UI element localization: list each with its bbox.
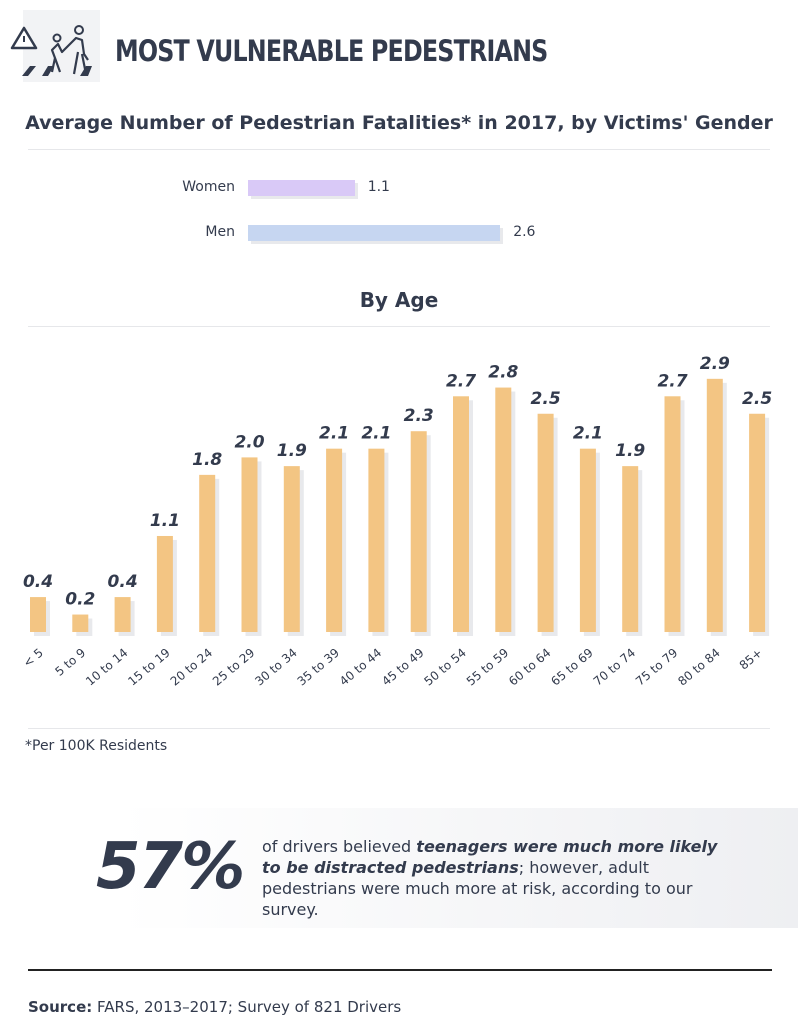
age-bar xyxy=(241,457,258,632)
x-tick-label: 25 to 29 xyxy=(210,646,257,689)
callout-text-pre: of drivers believed xyxy=(262,837,417,856)
x-tick-label: 35 to 39 xyxy=(295,646,342,689)
source-divider xyxy=(28,969,772,971)
divider xyxy=(28,326,770,327)
x-tick-label: 60 to 64 xyxy=(506,646,553,689)
data-label: 2.1 xyxy=(361,424,391,444)
x-tick-label: 40 to 44 xyxy=(337,646,384,689)
data-label: 0.4 xyxy=(23,572,53,592)
data-label: 1.1 xyxy=(150,511,180,531)
age-bar xyxy=(706,378,723,632)
pedestrian-crossing-warning-icon xyxy=(10,10,100,82)
age-bar xyxy=(283,466,300,632)
x-tick-label: 20 to 24 xyxy=(168,646,215,689)
gender-label: Men xyxy=(205,224,235,240)
gender-bar xyxy=(248,225,501,241)
x-tick-label: 30 to 34 xyxy=(252,646,299,689)
x-tick-label: 10 to 14 xyxy=(83,646,130,689)
divider xyxy=(28,728,770,729)
source-label: Source: xyxy=(28,998,93,1016)
x-tick-label: 80 to 84 xyxy=(675,646,722,689)
gender-chart-title: Average Number of Pedestrian Fatalities*… xyxy=(25,112,773,134)
x-tick-label: < 5 xyxy=(20,646,45,671)
data-label: 2.9 xyxy=(700,354,730,374)
age-bar xyxy=(664,396,681,632)
data-label: 2.1 xyxy=(573,424,603,444)
age-chart-title: By Age xyxy=(359,288,439,312)
source-text: FARS, 2013–2017; Survey of 821 Drivers xyxy=(92,998,402,1016)
data-label: 2.7 xyxy=(657,371,687,391)
page-title: MOST VULNERABLE PEDESTRIANS xyxy=(115,34,548,68)
data-label: 2.1 xyxy=(319,424,349,444)
data-label: 2.5 xyxy=(742,389,772,409)
age-bar xyxy=(537,413,554,632)
age-bar xyxy=(410,431,427,632)
x-tick-label: 75 to 79 xyxy=(633,646,680,689)
age-bar xyxy=(453,396,469,632)
x-tick-label: 85+ xyxy=(737,646,765,673)
x-tick-label: 5 to 9 xyxy=(52,646,88,679)
gender-label: Women xyxy=(182,179,235,195)
x-tick-label: 50 to 54 xyxy=(421,646,468,689)
x-tick-label: 15 to 19 xyxy=(125,646,172,689)
data-label: 2.8 xyxy=(488,363,518,383)
age-bar xyxy=(72,614,89,632)
callout-text-post: ; however, adult pedestrians were much m… xyxy=(262,858,693,919)
age-bar xyxy=(326,448,343,632)
age-bar xyxy=(579,448,596,632)
callout-stat: 57% xyxy=(96,830,245,904)
age-bar xyxy=(749,413,766,632)
source-line: Source: FARS, 2013–2017; Survey of 821 D… xyxy=(28,998,401,1016)
data-label: 2.7 xyxy=(446,371,476,391)
age-bar xyxy=(156,535,173,632)
age-bar-chart: 0.4 < 5 0.2 5 to 9 0.4 10 to 14 1.1 15 to 19 1.8… xyxy=(20,354,772,689)
gender-value: 2.6 xyxy=(513,224,536,240)
x-tick-label: 70 to 74 xyxy=(591,646,638,689)
callout-box xyxy=(120,808,798,928)
footnote: *Per 100K Residents xyxy=(25,738,168,754)
data-label: 0.2 xyxy=(65,590,95,610)
divider xyxy=(28,149,770,150)
age-bar xyxy=(114,597,131,632)
gender-value: 1.1 xyxy=(367,179,390,195)
data-label: 1.8 xyxy=(192,450,222,470)
callout-text-bold: teenagers were much more likely to be di… xyxy=(262,837,718,877)
data-label: 2.5 xyxy=(531,389,561,409)
data-label: 1.9 xyxy=(277,441,307,461)
age-bar xyxy=(199,474,216,632)
x-tick-label: 45 to 49 xyxy=(379,646,426,689)
callout-text: of drivers believed teenagers were much … xyxy=(262,836,732,920)
data-label: 2.3 xyxy=(404,406,434,426)
data-label: 1.9 xyxy=(615,441,645,461)
x-tick-label: 55 to 59 xyxy=(464,646,511,689)
age-bar xyxy=(622,466,639,632)
age-bar xyxy=(368,448,385,632)
data-label: 2.0 xyxy=(234,432,264,452)
x-tick-label: 65 to 69 xyxy=(548,646,595,689)
age-bar xyxy=(495,387,512,632)
data-label: 0.4 xyxy=(108,572,138,592)
gender-bar xyxy=(248,180,355,196)
age-bar xyxy=(30,597,46,632)
